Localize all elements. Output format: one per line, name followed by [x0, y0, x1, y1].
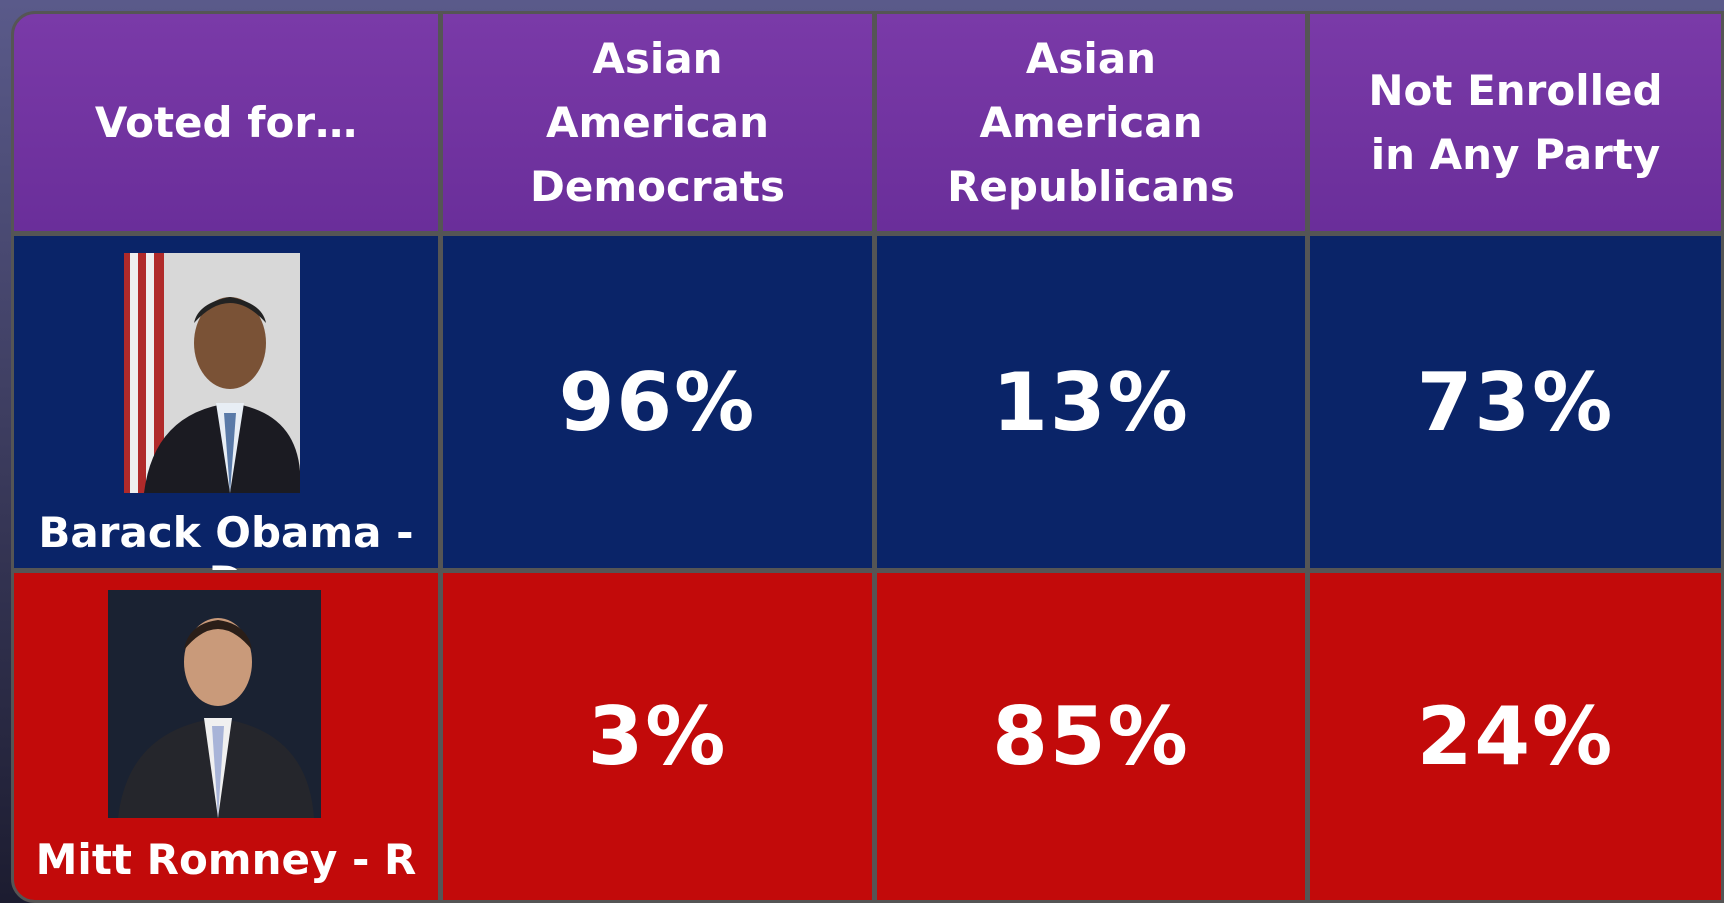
candidate-cell: Barack Obama - D [11, 233, 441, 606]
value-text: 73% [1416, 355, 1615, 449]
header-cell: Asian American Republicans [874, 11, 1308, 234]
value-cell: 73% [1307, 233, 1724, 571]
value-cell: 13% [874, 233, 1308, 571]
candidate-name: Mitt Romney - R [35, 835, 417, 884]
value-text: 13% [992, 355, 1190, 449]
header-text: Asian American Republicans [947, 33, 1235, 211]
header-text: Voted for… [94, 97, 358, 147]
value-cell: 3% [440, 570, 875, 903]
value-text: 24% [1416, 690, 1615, 783]
header-cell: Voted for… [11, 11, 441, 234]
header-cell: Not Enrolled in Any Party [1307, 11, 1724, 234]
header-text: Not Enrolled in Any Party [1368, 65, 1663, 179]
candidate-photo [124, 253, 300, 493]
value-text: 3% [587, 690, 728, 783]
value-text: 96% [558, 355, 757, 449]
header-text: Asian American Democrats [530, 33, 785, 211]
header-cell: Asian American Democrats [440, 11, 875, 234]
value-text: 85% [992, 690, 1190, 783]
candidate-photo [108, 590, 321, 818]
value-cell: 24% [1307, 570, 1724, 903]
value-cell: 85% [874, 570, 1308, 903]
value-cell: 96% [440, 233, 875, 571]
candidate-cell: Mitt Romney - R [11, 570, 441, 903]
